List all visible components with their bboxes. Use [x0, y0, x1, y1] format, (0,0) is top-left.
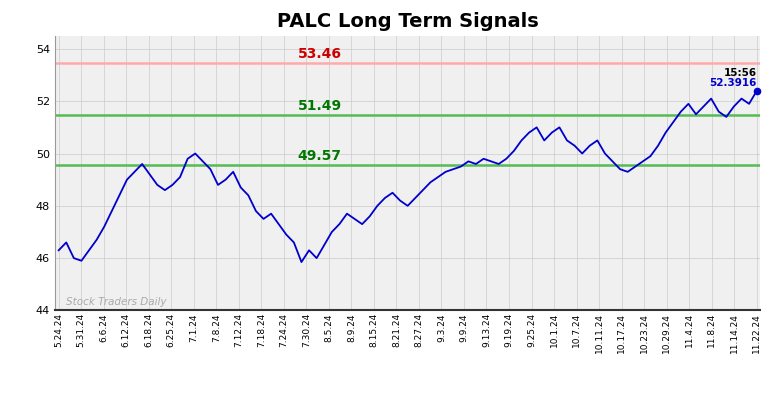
- Text: 53.46: 53.46: [298, 47, 342, 61]
- Text: 51.49: 51.49: [298, 99, 342, 113]
- Text: 52.3916: 52.3916: [710, 78, 757, 88]
- Point: [750, 88, 763, 94]
- Title: PALC Long Term Signals: PALC Long Term Signals: [277, 12, 539, 31]
- Text: Stock Traders Daily: Stock Traders Daily: [67, 297, 167, 306]
- Text: 49.57: 49.57: [298, 149, 342, 163]
- Text: 15:56: 15:56: [724, 68, 757, 78]
